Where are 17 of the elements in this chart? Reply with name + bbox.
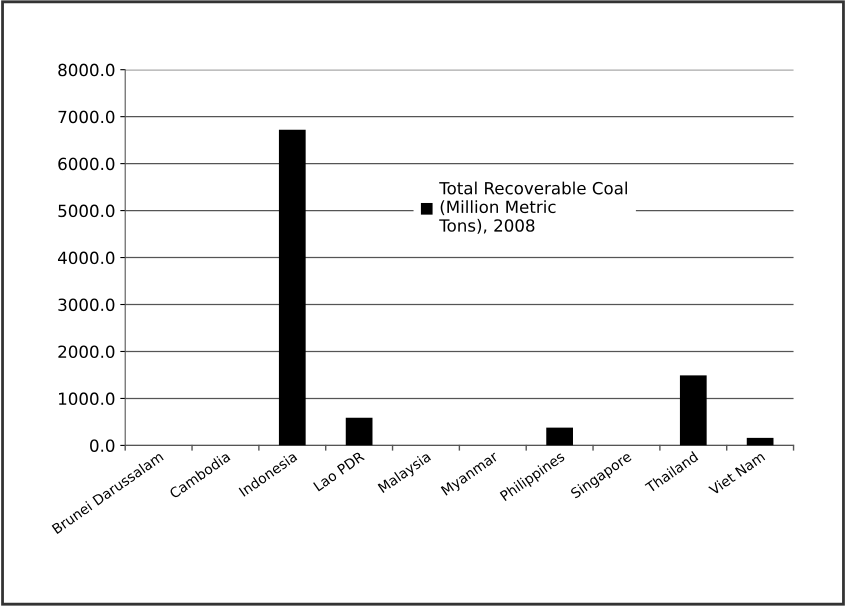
y-tick-label: 6000.0 [58, 158, 114, 170]
y-tick-label: 8000.0 [58, 64, 114, 76]
y-tick-label: 3000.0 [58, 298, 114, 312]
y-tick-label: 2000.0 [58, 345, 114, 358]
x-tick-label: Viet Nam [708, 450, 766, 496]
bar [546, 428, 573, 446]
y-tick-label: 0.0 [90, 439, 114, 452]
legend-label: Total Recoverable Coal (Million Metric Tons), 2008 [439, 182, 627, 234]
y-tick-label: 5000.0 [58, 204, 114, 218]
bar [278, 130, 306, 446]
bar [746, 438, 774, 446]
x-tick-label: Lao PDR [313, 450, 365, 492]
y-tick-label: 1000.0 [59, 392, 114, 406]
y-tick-label: 4000.0 [58, 252, 114, 264]
bar [346, 418, 372, 446]
bar [680, 375, 707, 446]
y-tick-label: 7000.0 [58, 110, 114, 124]
